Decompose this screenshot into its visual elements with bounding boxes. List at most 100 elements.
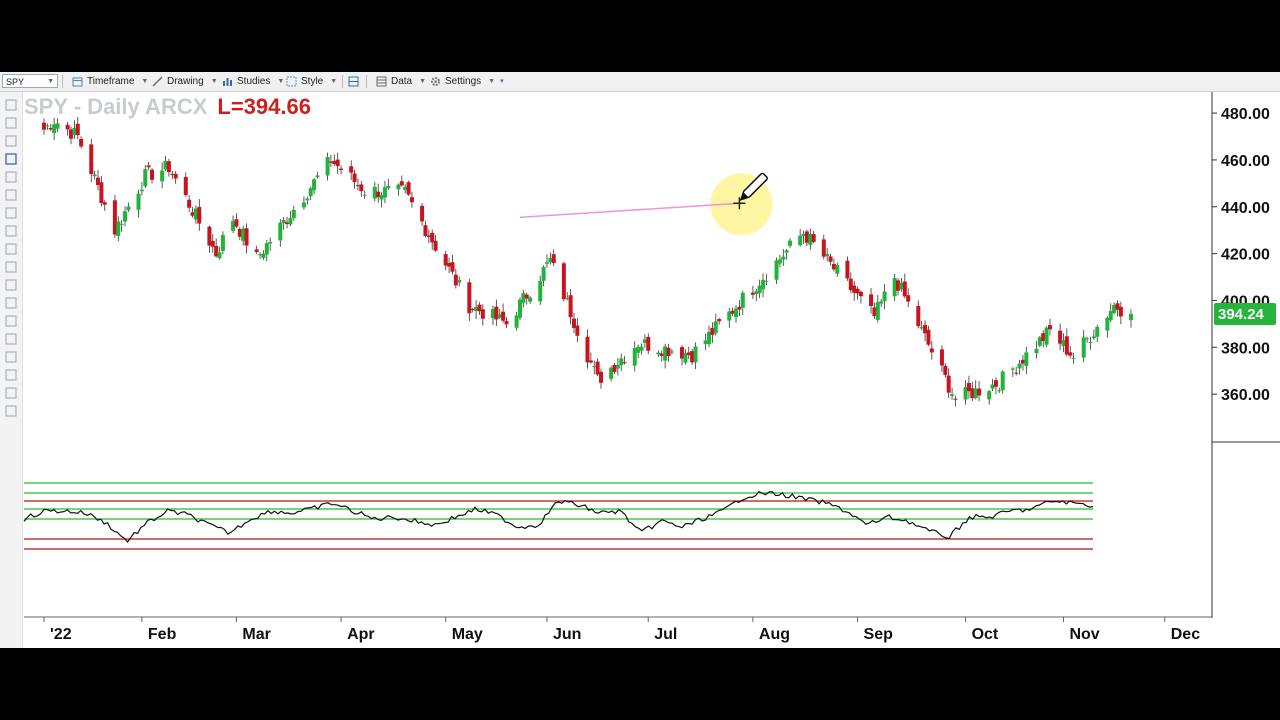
tool-fib-icon[interactable] [4, 260, 18, 274]
candle-up [521, 293, 526, 303]
tool-chart-icon[interactable] [4, 188, 18, 202]
candle-down [433, 240, 438, 251]
candle-up [642, 339, 647, 343]
candle-down [717, 319, 722, 322]
candle-down [190, 212, 195, 216]
candle-down [939, 349, 944, 366]
box-icon [5, 333, 17, 345]
tool-shape-icon[interactable] [4, 368, 18, 382]
tool-line-icon[interactable] [4, 242, 18, 256]
candle-down [349, 166, 354, 173]
x-tick-label: Aug [759, 626, 790, 643]
candle-up [457, 279, 462, 283]
candle-down [504, 321, 509, 325]
candle-down [409, 197, 414, 203]
candle-down [929, 348, 934, 353]
y-tick-label: 380.00 [1221, 340, 1270, 357]
tool-triangle-icon[interactable] [4, 350, 18, 364]
candle-up [919, 327, 924, 329]
candle-down [42, 122, 46, 130]
candle-down [821, 239, 826, 257]
plus-icon [5, 99, 17, 111]
chevron-down-icon: ▾ [500, 78, 504, 85]
candle-up [220, 235, 225, 252]
layout-button[interactable] [348, 74, 363, 89]
chevron-down-icon: ▼ [141, 78, 149, 85]
tool-curve-icon[interactable] [4, 386, 18, 400]
chevron-down-icon: ▼ [210, 78, 218, 85]
candle-up [258, 254, 263, 256]
tool-plus-icon[interactable] [4, 98, 18, 112]
candle-up [1081, 337, 1086, 358]
drawing-label: Drawing [167, 76, 204, 87]
x-tick-label: Jul [654, 626, 677, 643]
chart-canvas[interactable]: 480.00460.00440.00420.00400.00380.00360.… [0, 72, 1280, 648]
candle-down [737, 306, 742, 310]
candle-down [690, 351, 695, 363]
candle-down [1020, 359, 1025, 364]
tool-minus-icon[interactable] [4, 116, 18, 130]
candle-down [1041, 333, 1046, 341]
chevron-down-icon: ▼ [419, 78, 427, 85]
tool-pen-icon[interactable] [4, 152, 18, 166]
data-button[interactable]: Data ▼ [376, 74, 426, 89]
candle-down [1118, 306, 1123, 317]
candle-up [136, 193, 141, 210]
tool-circle-icon[interactable] [4, 224, 18, 238]
candle-up [899, 282, 904, 290]
candle-up [231, 220, 236, 231]
candle-up [312, 179, 317, 191]
candle-up [362, 194, 367, 196]
candle-up [1095, 326, 1100, 337]
tool-arrow-icon[interactable] [4, 296, 18, 310]
candle-down [659, 353, 664, 356]
candle-up [116, 221, 121, 237]
candle-down [423, 225, 428, 237]
tool-ruler-icon[interactable] [4, 206, 18, 220]
data-icon [376, 76, 387, 87]
candle-down [183, 177, 188, 196]
tool-text-icon[interactable] [4, 404, 18, 418]
candle-up [656, 352, 661, 355]
toolbar-separator [342, 75, 343, 88]
ruler-icon [5, 207, 17, 219]
trendline-drawing[interactable] [519, 173, 773, 236]
candle-down [501, 311, 506, 321]
candle-down [48, 127, 53, 130]
candle-down [571, 318, 576, 328]
studies-icon [223, 78, 232, 86]
candle-up [784, 250, 789, 253]
toolbar-separator [62, 75, 63, 88]
tool-box-icon[interactable] [4, 332, 18, 346]
candle-up [683, 353, 688, 363]
symbol-input[interactable]: SPY ▼ [2, 74, 58, 88]
style-button[interactable]: Style ▼ [286, 74, 337, 89]
tool-grid-icon[interactable] [4, 278, 18, 292]
candle-up [639, 346, 644, 351]
candle-up [592, 366, 597, 368]
candle-down [1115, 303, 1120, 310]
x-tick-label: Nov [1069, 626, 1099, 643]
candle-up [52, 124, 57, 134]
settings-button[interactable]: Settings ▼ ▾ [430, 74, 504, 89]
chevron-down-icon[interactable]: ▼ [47, 78, 54, 85]
candle-down [686, 352, 691, 356]
tool-arrows-icon[interactable] [4, 170, 18, 184]
text-icon [5, 315, 17, 327]
candle-up [882, 291, 887, 302]
candle-down [1047, 325, 1052, 330]
timeframe-button[interactable]: Timeframe ▼ [72, 74, 148, 89]
toolbar-separator [366, 75, 367, 88]
candle-down [943, 365, 948, 375]
tool-text-icon[interactable] [4, 314, 18, 328]
drawing-button[interactable]: Drawing ▼ [152, 74, 218, 89]
tool-cursor-icon[interactable] [4, 134, 18, 148]
charting-app: SPY ▼ Timeframe ▼ Drawing ▼ Studies ▼ [0, 72, 1280, 648]
candle-up [703, 340, 708, 344]
candle-up [548, 258, 553, 263]
minus-icon [5, 117, 17, 129]
candle-down [112, 200, 117, 235]
y-tick-label: 420.00 [1221, 247, 1270, 264]
candle-down [575, 325, 580, 336]
studies-button[interactable]: Studies ▼ [222, 74, 284, 89]
